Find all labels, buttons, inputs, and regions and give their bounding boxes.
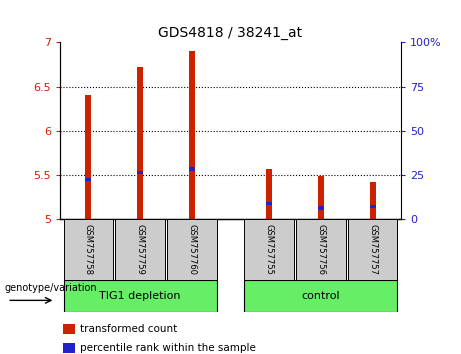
Text: percentile rank within the sample: percentile rank within the sample (80, 343, 256, 353)
Text: control: control (301, 291, 340, 301)
Bar (370, 182, 376, 219)
Bar (318, 176, 324, 219)
Bar (167, 219, 217, 280)
Bar (370, 205, 376, 208)
Bar (137, 171, 143, 174)
Bar (244, 280, 397, 312)
Bar (85, 178, 91, 181)
Text: genotype/variation: genotype/variation (5, 282, 97, 293)
Text: transformed count: transformed count (80, 324, 177, 334)
Title: GDS4818 / 38241_at: GDS4818 / 38241_at (159, 26, 302, 40)
Bar (266, 202, 272, 205)
Bar (318, 206, 324, 210)
Text: GSM757760: GSM757760 (187, 224, 196, 275)
Bar (296, 219, 346, 280)
Text: TIG1 depletion: TIG1 depletion (99, 291, 181, 301)
Bar (85, 95, 91, 219)
Bar (244, 219, 294, 280)
Bar (115, 219, 165, 280)
Text: GSM757755: GSM757755 (265, 224, 274, 275)
Text: GSM757759: GSM757759 (136, 224, 145, 275)
Text: GSM757758: GSM757758 (84, 224, 93, 275)
Bar (64, 280, 217, 312)
Text: GSM757756: GSM757756 (316, 224, 325, 275)
Text: GSM757757: GSM757757 (368, 224, 377, 275)
Bar (63, 324, 75, 334)
Bar (63, 343, 75, 353)
Bar (64, 219, 113, 280)
Bar (189, 51, 195, 219)
Bar (189, 167, 195, 171)
Bar (266, 169, 272, 219)
Bar (348, 219, 397, 280)
Bar (137, 67, 143, 219)
